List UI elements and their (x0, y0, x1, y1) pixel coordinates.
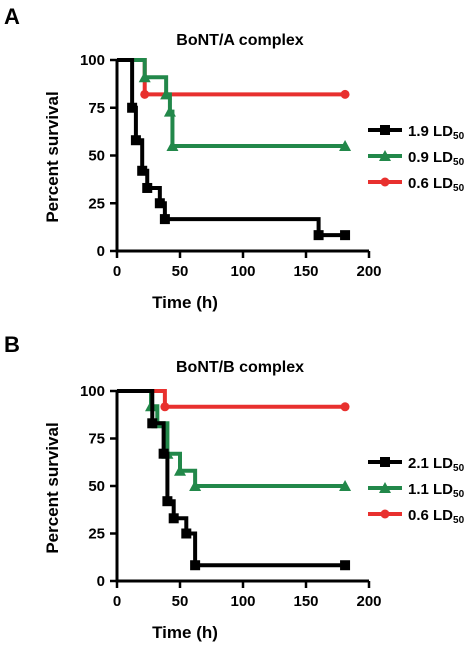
y-tick-label: 100 (80, 52, 105, 69)
data-point (181, 528, 192, 539)
legend-label-subscript: 50 (453, 131, 465, 142)
data-point (190, 560, 201, 571)
data-point (162, 496, 173, 507)
data-point (147, 418, 158, 429)
data-point (340, 402, 350, 412)
y-tick-label: 50 (88, 148, 105, 165)
y-tick-label: 100 (80, 383, 105, 400)
legend-swatch-marker (380, 457, 390, 467)
y-axis-label: Percent survival (43, 422, 62, 553)
data-point (166, 139, 179, 151)
legend-swatch-marker (380, 125, 390, 135)
legend: 1.9 LD50 0.9 LD50 0.6 LD50 (368, 123, 465, 194)
legend-label-subscript: 50 (453, 515, 465, 526)
legend-swatch-marker (379, 150, 391, 161)
y-tick-label: 75 (88, 100, 105, 117)
data-point (127, 102, 138, 113)
data-point (340, 89, 350, 99)
x-tick-label: 200 (356, 593, 381, 610)
legend-label: 2.1 LD50 (408, 455, 465, 474)
y-tick-label: 25 (88, 526, 105, 543)
x-tick-label: 150 (293, 263, 318, 280)
series-line (117, 389, 346, 568)
x-axis-label: Time (h) (152, 623, 218, 642)
x-axis-label: Time (h) (152, 293, 218, 312)
data-point (168, 513, 179, 524)
x-tick-label: 0 (113, 593, 121, 610)
data-point (313, 230, 324, 241)
axes: 0 50 100 150 200 0 25 50 75 100 (80, 383, 382, 610)
chart-title: BoNT/A complex (176, 32, 304, 49)
panel-letter: A (4, 4, 20, 29)
y-tick-label: 50 (88, 478, 105, 495)
data-point (163, 105, 176, 117)
y-tick-label: 0 (97, 243, 105, 260)
x-tick-label: 50 (172, 593, 189, 610)
series-layer (117, 389, 352, 571)
x-tick-label: 150 (293, 593, 318, 610)
data-point (340, 560, 351, 571)
data-point (142, 182, 153, 193)
x-tick-label: 100 (230, 263, 255, 280)
panel-b: B BoNT/B complex Time (h) Percent surviv… (4, 332, 465, 642)
axes: 0 50 100 150 200 0 25 50 75 100 (80, 52, 382, 280)
legend-label: 0.6 LD50 (408, 175, 465, 194)
data-point (154, 198, 165, 209)
data-point (189, 480, 202, 491)
legend-label-subscript: 50 (453, 489, 465, 500)
data-point (130, 135, 141, 146)
legend-label: 0.6 LD50 (408, 507, 465, 526)
data-point (174, 464, 186, 476)
series-layer (117, 58, 352, 241)
legend-swatch-marker (380, 509, 390, 519)
legend: 2.1 LD50 1.1 LD50 0.6 LD50 (368, 455, 465, 526)
chart-title: BoNT/B complex (176, 359, 304, 376)
x-tick-label: 50 (172, 263, 189, 280)
legend-label-subscript: 50 (453, 157, 465, 168)
data-point (140, 89, 150, 99)
data-point (160, 402, 170, 412)
data-point (138, 71, 151, 83)
panel-letter: B (4, 332, 20, 357)
y-axis-label: Percent survival (43, 91, 62, 222)
legend-label: 1.9 LD50 (408, 123, 465, 142)
y-tick-label: 0 (97, 573, 105, 590)
y-tick-label: 75 (88, 431, 105, 448)
data-point (137, 165, 148, 176)
data-point (339, 480, 352, 491)
data-point (340, 230, 351, 241)
data-point (158, 448, 169, 459)
legend-label-subscript: 50 (453, 183, 465, 194)
data-point (160, 88, 173, 100)
legend-label: 0.9 LD50 (408, 149, 465, 168)
data-point (339, 139, 352, 151)
x-tick-label: 0 (113, 263, 121, 280)
y-tick-label: 25 (88, 195, 105, 212)
x-tick-label: 200 (356, 263, 381, 280)
data-point (159, 214, 170, 225)
legend-label-subscript: 50 (453, 463, 465, 474)
legend-swatch-marker (379, 482, 391, 493)
legend-label: 1.1 LD50 (408, 481, 465, 500)
series-line (117, 58, 346, 148)
legend-swatch-marker (380, 177, 390, 187)
panel-a: A BoNT/A complex Time (h) Percent surviv… (4, 4, 465, 312)
x-tick-label: 100 (230, 593, 255, 610)
